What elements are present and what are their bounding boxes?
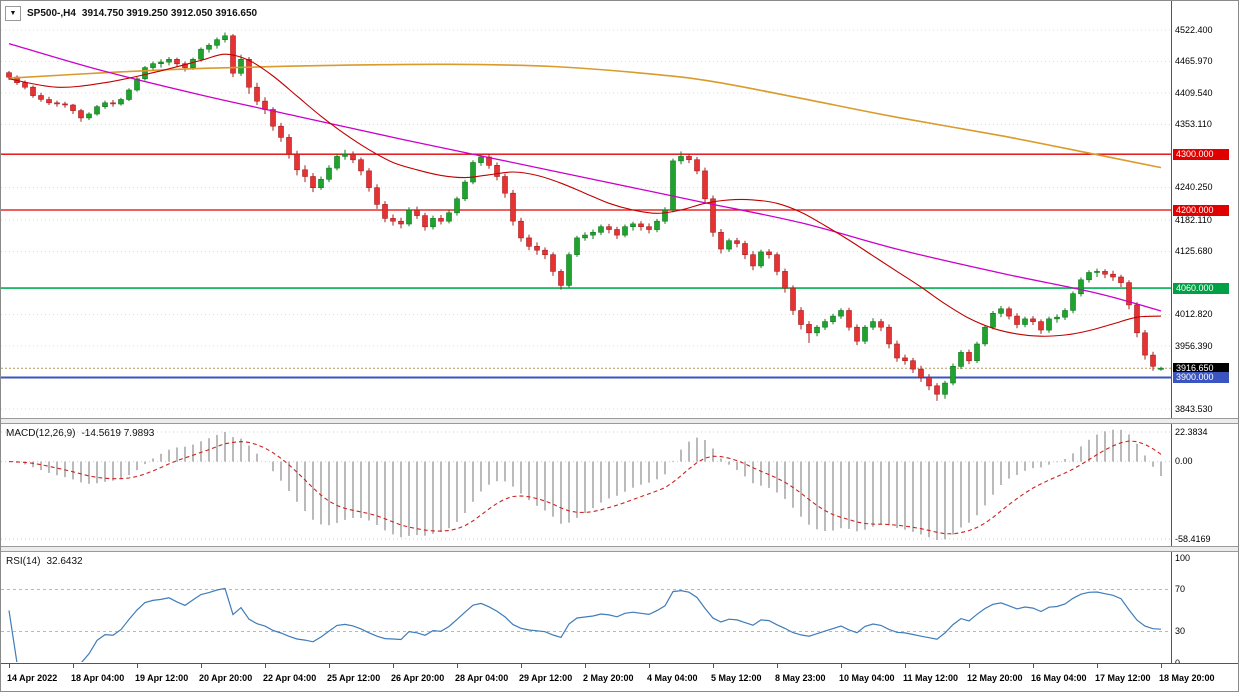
rsi-name-label: RSI(14) xyxy=(6,556,41,567)
time-tick xyxy=(521,664,522,668)
macd-histogram xyxy=(16,429,1162,540)
main-chart-layer xyxy=(1,29,1171,410)
time-tick xyxy=(905,664,906,668)
macd-axis-label: 22.3834 xyxy=(1175,426,1208,437)
macd-signal-line xyxy=(8,440,1162,535)
price-tag: 4200.000 xyxy=(1173,204,1229,216)
symbol-timeframe-label: SP500-,H4 xyxy=(27,8,76,19)
ma-medium-magenta xyxy=(8,42,1162,312)
time-label: 25 Apr 12:00 xyxy=(327,673,381,683)
rsi-axis-label: 70 xyxy=(1175,584,1186,594)
moving-average-overlays xyxy=(8,42,1162,337)
time-label: 8 May 23:00 xyxy=(775,673,826,683)
price-tag: 3916.650 xyxy=(1173,362,1229,374)
rsi-value: 32.6432 xyxy=(46,556,83,567)
macd-header: MACD(12,26,9) -14.5619 7.9893 xyxy=(6,428,154,439)
panel-splitter-macd[interactable] xyxy=(1,418,1238,424)
rsi-line xyxy=(8,587,1162,662)
price-axis-label: 4522.400 xyxy=(1175,24,1213,35)
time-label: 18 May 20:00 xyxy=(1159,673,1215,683)
time-label: 5 May 12:00 xyxy=(711,673,762,683)
time-axis[interactable]: 14 Apr 2022 18 Apr 04:00 19 Apr 12:00 20 Ap… xyxy=(1,663,1238,691)
time-label: 14 Apr 2022 xyxy=(7,673,58,683)
time-tick xyxy=(1161,664,1162,668)
horizontal-level-lines[interactable] xyxy=(1,153,1171,379)
price-axis-label: 4353.110 xyxy=(1175,119,1212,129)
macd-values: -14.5619 7.9893 xyxy=(81,428,155,439)
time-label: 26 Apr 20:00 xyxy=(391,673,445,683)
time-tick xyxy=(777,664,778,668)
rsi-axis-label: 0 xyxy=(1175,658,1180,669)
macd-panel xyxy=(1,429,1171,540)
time-label: 10 May 04:00 xyxy=(839,673,895,683)
macd-axis-label: 0.00 xyxy=(1175,456,1193,467)
time-tick xyxy=(841,664,842,668)
time-label: 20 Apr 20:00 xyxy=(199,673,253,683)
time-tick xyxy=(9,664,10,668)
time-tick xyxy=(73,664,74,668)
time-tick xyxy=(329,664,330,668)
time-label: 4 May 04:00 xyxy=(647,673,698,683)
symbol-dropdown-button[interactable]: ▼ xyxy=(5,6,21,21)
time-label: 28 Apr 04:00 xyxy=(455,673,509,683)
price-axis-label: 3956.390 xyxy=(1175,340,1213,351)
time-label: 18 Apr 04:00 xyxy=(71,673,125,683)
time-tick xyxy=(1097,664,1098,668)
time-tick xyxy=(969,664,970,668)
macd-name-label: MACD(12,26,9) xyxy=(6,428,76,439)
time-tick xyxy=(201,664,202,668)
time-tick xyxy=(585,664,586,668)
rsi-axis-label: 100 xyxy=(1175,552,1191,563)
price-axis-label: 4409.540 xyxy=(1175,87,1213,98)
price-axis-label: 3843.530 xyxy=(1175,403,1213,414)
ma-slow-orange xyxy=(8,63,1162,169)
price-axis-label: 4465.970 xyxy=(1175,56,1213,66)
grid-layer xyxy=(1,29,1171,410)
time-tick xyxy=(1033,664,1034,668)
time-label: 11 May 12:00 xyxy=(903,673,959,683)
price-tag: 4300.000 xyxy=(1173,148,1229,160)
price-tag: 3900.000 xyxy=(1173,372,1229,383)
price-axis-label: 4240.250 xyxy=(1175,182,1213,192)
time-tick xyxy=(137,664,138,668)
time-label: 17 May 12:00 xyxy=(1095,673,1151,683)
rsi-header: RSI(14) 32.6432 xyxy=(6,556,83,567)
ohlc-values: 3914.750 3919.250 3912.050 3916.650 xyxy=(81,8,258,19)
chart-header: ▼ SP500-,H4 3914.750 3919.250 3912.050 3… xyxy=(5,6,257,21)
rsi-panel xyxy=(1,587,1171,662)
chevron-down-icon: ▼ xyxy=(9,10,17,17)
time-tick xyxy=(265,664,266,668)
time-label: 16 May 04:00 xyxy=(1031,673,1087,683)
price-axis-label: 4012.820 xyxy=(1175,309,1213,319)
time-tick xyxy=(649,664,650,668)
chart-canvas[interactable] xyxy=(1,1,1171,692)
time-label: 22 Apr 04:00 xyxy=(263,673,317,683)
price-axis-label: 4125.680 xyxy=(1175,246,1213,256)
price-axis[interactable]: 4522.400 4465.970 4409.540 4353.110 4300.000… xyxy=(1171,1,1238,691)
macd-axis-label: -58.4169 xyxy=(1175,533,1211,544)
time-label: 19 Apr 12:00 xyxy=(135,673,189,683)
time-tick xyxy=(393,664,394,668)
price-tag: 4060.000 xyxy=(1173,282,1229,294)
time-label: 29 Apr 12:00 xyxy=(519,673,573,683)
ma-fast-red xyxy=(8,53,1162,337)
price-axis-label: 4182.110 xyxy=(1175,214,1212,225)
time-label: 2 May 20:00 xyxy=(583,673,634,683)
time-tick xyxy=(457,664,458,668)
panel-splitter-rsi[interactable] xyxy=(1,546,1238,552)
time-tick xyxy=(713,664,714,668)
rsi-axis-label: 30 xyxy=(1175,626,1186,636)
time-label: 12 May 20:00 xyxy=(967,673,1023,683)
